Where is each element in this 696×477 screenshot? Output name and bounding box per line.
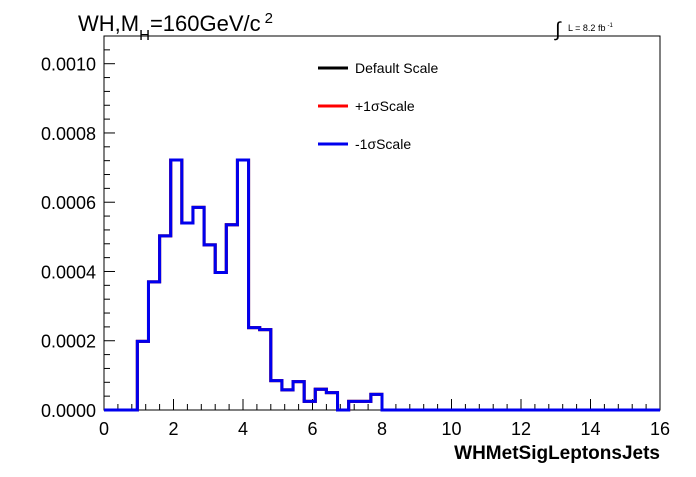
axes-group: 0 2 4 6 8 10 12 14 16 0.0000 0.0002 0.0004 0.0006 0.0…: [41, 35, 670, 439]
x-tick-label: 10: [441, 419, 461, 439]
series-line-0: [104, 158, 660, 412]
x-tick-label: 14: [580, 419, 600, 439]
y-tick-label: 0.0010: [41, 55, 96, 75]
series-line-2: [104, 158, 660, 412]
legend-label-1: +1σScale: [355, 98, 415, 114]
y-tick-label: 0.0008: [41, 124, 96, 144]
chart-title: WH,MH=160GeV/c 2: [78, 10, 273, 44]
series-group: [104, 158, 660, 412]
lumi-label: L = 8.2 fb -1: [568, 23, 613, 33]
lumi-text: L = 8.2 fb: [568, 23, 605, 33]
title-main: WH,M: [78, 11, 139, 36]
x-tick-label: 8: [377, 419, 387, 439]
x-axis-label: WHMetSigLeptonsJets: [454, 443, 660, 464]
y-tick-label: 0.0006: [41, 193, 96, 213]
x-tick-label: 4: [238, 419, 248, 439]
legend-label-2: -1σScale: [355, 136, 411, 152]
y-tick-label: 0.0004: [41, 262, 96, 282]
y-tick-label: 0.0002: [41, 332, 96, 352]
x-tick-label: 2: [168, 419, 178, 439]
lumi-integral: ∫: [554, 19, 562, 41]
title-rest: =160GeV/c: [150, 11, 261, 36]
legend: Default Scale +1σScale -1σScale: [318, 60, 438, 152]
lumi-superscript: -1: [607, 23, 613, 29]
x-tick-label: 6: [307, 419, 317, 439]
y-tick-label: 0.0000: [41, 401, 96, 421]
title-superscript: 2: [265, 10, 273, 27]
x-tick-label: 16: [650, 419, 670, 439]
x-tick-label: 12: [511, 419, 531, 439]
x-tick-label: 0: [99, 419, 109, 439]
legend-label-0: Default Scale: [355, 60, 438, 76]
series-line-1: [104, 158, 660, 412]
